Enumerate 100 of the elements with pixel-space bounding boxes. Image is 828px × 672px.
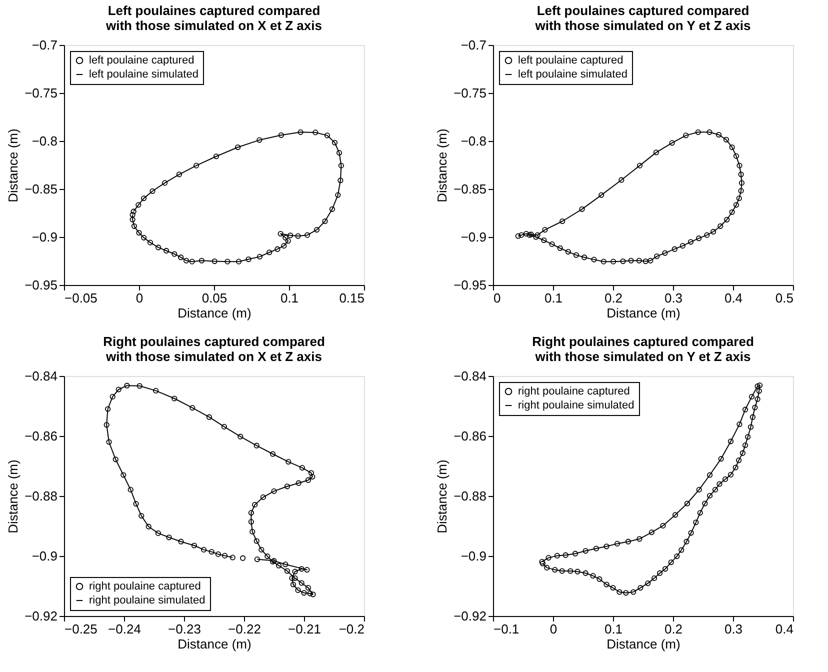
- x-tick-label: 0.1: [280, 290, 299, 306]
- x-axis-title: Distance (m): [178, 306, 252, 320]
- y-tick-label: −0.84: [454, 368, 486, 384]
- y-tick-label: −0.86: [24, 428, 58, 444]
- point: [695, 129, 701, 135]
- point: [688, 239, 694, 245]
- point: [579, 206, 585, 212]
- point: [733, 153, 740, 159]
- point: [729, 209, 735, 215]
- point: [518, 232, 524, 238]
- x-tick-label: 0.1: [604, 622, 623, 636]
- y-tick-label: −0.88: [24, 488, 58, 504]
- x-tick-label: 0: [136, 290, 144, 306]
- point: [610, 258, 616, 264]
- point: [683, 132, 689, 138]
- x-tick-label: 0.15: [339, 290, 364, 306]
- legend-label: left poulaine captured: [518, 54, 624, 66]
- point: [718, 223, 724, 229]
- point: [716, 132, 722, 138]
- legend-label: right poulaine captured: [518, 386, 630, 398]
- x-tick-label: 0.05: [202, 290, 228, 306]
- point: [598, 192, 604, 198]
- point: [669, 140, 675, 146]
- legend-label: left poulaine simulated: [518, 68, 628, 80]
- point: [642, 258, 648, 264]
- point: [648, 258, 654, 264]
- legend-label: left poulaine captured: [89, 54, 194, 66]
- y-tick-label: −0.9: [32, 548, 58, 564]
- point: [582, 254, 588, 260]
- x-tick-label: −0.2: [338, 622, 364, 636]
- chart-title: Right poulaines captured compared with those simulated on Y et Z axis: [532, 334, 754, 364]
- x-tick-label: −0.1: [494, 622, 520, 636]
- y-tick-label: −0.8: [460, 134, 486, 148]
- x-tick-label: 0.2: [664, 622, 683, 636]
- y-axis-title: Distance (m): [434, 128, 450, 202]
- x-tick-label: 0: [494, 290, 501, 306]
- x-tick-label: 0.1: [544, 290, 563, 306]
- point: [662, 250, 668, 256]
- point: [565, 248, 571, 255]
- point: [618, 177, 624, 183]
- y-axis-title: Distance (m): [434, 460, 450, 534]
- legend-label: right poulaine simulated: [89, 594, 206, 606]
- x-tick-label: −0.22: [228, 622, 261, 636]
- y-axis-title: Distance (m): [6, 128, 21, 202]
- point: [591, 256, 597, 262]
- y-tick-label: −0.86: [454, 428, 486, 444]
- x-axis-title: Distance (m): [606, 306, 680, 320]
- point: [557, 245, 563, 251]
- x-axis-title: Distance (m): [606, 636, 680, 652]
- y-axis-title: Distance (m): [6, 460, 21, 534]
- point: [628, 258, 634, 264]
- point: [723, 136, 730, 142]
- point: [680, 243, 686, 249]
- y-tick-label: −0.92: [454, 608, 486, 624]
- x-tick-label: 0.4: [775, 622, 794, 636]
- x-tick-label: −0.05: [64, 290, 98, 306]
- point: [733, 202, 740, 208]
- point: [636, 258, 642, 264]
- y-tick-label: −0.85: [24, 182, 58, 196]
- y-tick-label: −0.88: [454, 488, 486, 504]
- point: [534, 232, 540, 238]
- legend-label: left poulaine simulated: [89, 68, 198, 80]
- y-tick-label: −0.75: [24, 86, 58, 100]
- x-tick-label: −0.24: [108, 622, 141, 636]
- point: [736, 196, 742, 202]
- x-tick-label: 0.3: [724, 622, 743, 636]
- point: [533, 234, 539, 240]
- x-tick-label: −0.23: [168, 622, 201, 636]
- x-tick-label: −0.21: [288, 622, 321, 636]
- point: [654, 254, 660, 260]
- point: [738, 188, 744, 194]
- point: [560, 218, 566, 224]
- legend-label: right poulaine simulated: [518, 400, 634, 412]
- point: [736, 162, 742, 168]
- y-tick-label: −0.95: [454, 278, 486, 292]
- point: [729, 144, 735, 150]
- point: [738, 180, 744, 186]
- point: [653, 150, 659, 156]
- y-tick-label: −0.7: [32, 38, 58, 52]
- y-tick-label: −0.9: [460, 548, 486, 564]
- point: [710, 228, 716, 235]
- x-tick-label: 0: [550, 622, 558, 636]
- x-tick-label: −0.25: [64, 622, 98, 636]
- point: [542, 227, 548, 233]
- x-tick-label: 0.3: [664, 290, 683, 306]
- point: [704, 232, 710, 238]
- y-tick-label: −0.9: [460, 230, 486, 244]
- point: [573, 252, 580, 258]
- y-tick-label: −0.75: [454, 86, 486, 100]
- chart-title: Right poulaines captured compared with those simulated on X et Z axis: [103, 334, 325, 364]
- y-tick-label: −0.8: [32, 134, 58, 148]
- y-tick-label: −0.95: [24, 278, 58, 292]
- point: [549, 241, 555, 247]
- x-tick-label: 0.5: [775, 290, 794, 306]
- y-tick-label: −0.84: [24, 368, 58, 384]
- y-tick-label: −0.7: [460, 38, 486, 52]
- chart-title: Left poulaines captured compared with those simulated on Y et Z axis: [534, 3, 751, 33]
- point: [636, 162, 643, 168]
- point: [620, 258, 626, 264]
- point: [706, 129, 712, 135]
